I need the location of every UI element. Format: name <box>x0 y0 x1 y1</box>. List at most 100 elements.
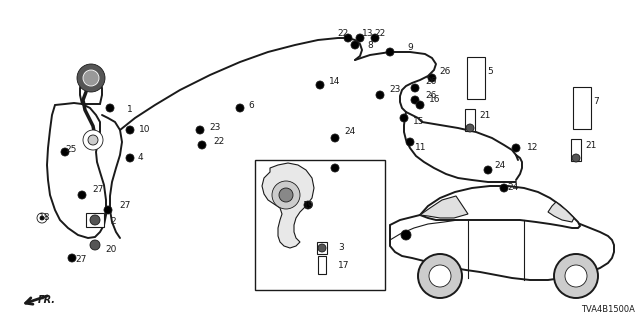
Text: 19: 19 <box>303 201 314 210</box>
Text: 17: 17 <box>338 260 349 269</box>
Polygon shape <box>548 202 574 222</box>
Circle shape <box>78 191 86 199</box>
Circle shape <box>198 141 206 149</box>
Text: 11: 11 <box>415 143 426 153</box>
Circle shape <box>400 114 408 122</box>
Text: 10: 10 <box>139 125 150 134</box>
Text: 6: 6 <box>248 100 253 109</box>
Circle shape <box>318 244 326 252</box>
Polygon shape <box>420 186 580 228</box>
Circle shape <box>411 84 419 92</box>
Circle shape <box>428 74 436 82</box>
Circle shape <box>418 254 462 298</box>
Polygon shape <box>390 210 614 280</box>
Circle shape <box>466 124 474 132</box>
Text: 23: 23 <box>389 85 401 94</box>
Polygon shape <box>47 103 106 238</box>
Circle shape <box>429 265 451 287</box>
Text: 7: 7 <box>593 98 599 107</box>
Text: 5: 5 <box>487 68 493 76</box>
Bar <box>318 256 326 274</box>
Bar <box>571 139 581 161</box>
Polygon shape <box>262 163 314 248</box>
Text: 3: 3 <box>338 244 344 252</box>
Text: 2: 2 <box>110 218 116 227</box>
Circle shape <box>37 213 47 223</box>
Circle shape <box>272 181 300 209</box>
Bar <box>467 57 485 99</box>
Text: 16: 16 <box>429 95 440 105</box>
Bar <box>255 160 385 290</box>
Circle shape <box>376 91 384 99</box>
Text: 18: 18 <box>39 213 51 222</box>
Circle shape <box>83 130 103 150</box>
Text: 27: 27 <box>119 201 131 210</box>
Text: 21: 21 <box>479 111 490 121</box>
Circle shape <box>401 230 411 240</box>
Circle shape <box>331 164 339 172</box>
Circle shape <box>88 135 98 145</box>
Circle shape <box>484 166 492 174</box>
Text: 1: 1 <box>127 106 132 115</box>
Text: 27: 27 <box>75 255 86 265</box>
Circle shape <box>356 34 364 42</box>
Bar <box>465 109 475 131</box>
Circle shape <box>196 126 204 134</box>
Circle shape <box>104 206 112 214</box>
Circle shape <box>304 201 312 209</box>
Circle shape <box>90 215 100 225</box>
Circle shape <box>351 41 359 49</box>
Text: 9: 9 <box>407 44 413 52</box>
Circle shape <box>61 148 69 156</box>
Circle shape <box>126 126 134 134</box>
Circle shape <box>40 216 44 220</box>
Circle shape <box>371 34 379 42</box>
Circle shape <box>279 188 293 202</box>
Text: 24: 24 <box>344 127 355 137</box>
Bar <box>573 87 591 129</box>
Text: 25: 25 <box>65 146 76 155</box>
Text: 24: 24 <box>494 161 505 170</box>
Text: 8: 8 <box>367 41 372 50</box>
Text: 26: 26 <box>439 68 451 76</box>
Text: FR.: FR. <box>38 295 56 305</box>
Circle shape <box>554 254 598 298</box>
Circle shape <box>500 184 508 192</box>
Text: 22: 22 <box>337 28 348 37</box>
Text: TVA4B1500A: TVA4B1500A <box>581 305 635 314</box>
Circle shape <box>90 240 100 250</box>
Text: 26: 26 <box>425 91 436 100</box>
Circle shape <box>83 70 99 86</box>
Circle shape <box>565 265 587 287</box>
Text: 22: 22 <box>374 28 385 37</box>
Bar <box>86 213 104 227</box>
Text: 13: 13 <box>362 28 374 37</box>
Text: 21: 21 <box>585 140 596 149</box>
Circle shape <box>416 101 424 109</box>
Text: 24: 24 <box>507 183 518 193</box>
Circle shape <box>386 48 394 56</box>
Circle shape <box>512 144 520 152</box>
Bar <box>317 242 327 254</box>
Circle shape <box>126 154 134 162</box>
Circle shape <box>106 104 114 112</box>
Text: 15: 15 <box>413 117 424 126</box>
Polygon shape <box>420 196 468 218</box>
Text: 12: 12 <box>527 143 538 153</box>
Circle shape <box>344 34 352 42</box>
Polygon shape <box>80 76 102 104</box>
Circle shape <box>331 134 339 142</box>
Text: 20: 20 <box>105 245 116 254</box>
Text: 14: 14 <box>329 77 340 86</box>
Circle shape <box>572 154 580 162</box>
Circle shape <box>236 104 244 112</box>
Text: 4: 4 <box>138 154 143 163</box>
Text: 27: 27 <box>92 186 104 195</box>
Circle shape <box>68 254 76 262</box>
Circle shape <box>77 64 105 92</box>
Text: 22: 22 <box>213 138 224 147</box>
Text: 26: 26 <box>425 77 436 86</box>
Text: 23: 23 <box>209 123 220 132</box>
Circle shape <box>406 138 414 146</box>
Circle shape <box>411 96 419 104</box>
